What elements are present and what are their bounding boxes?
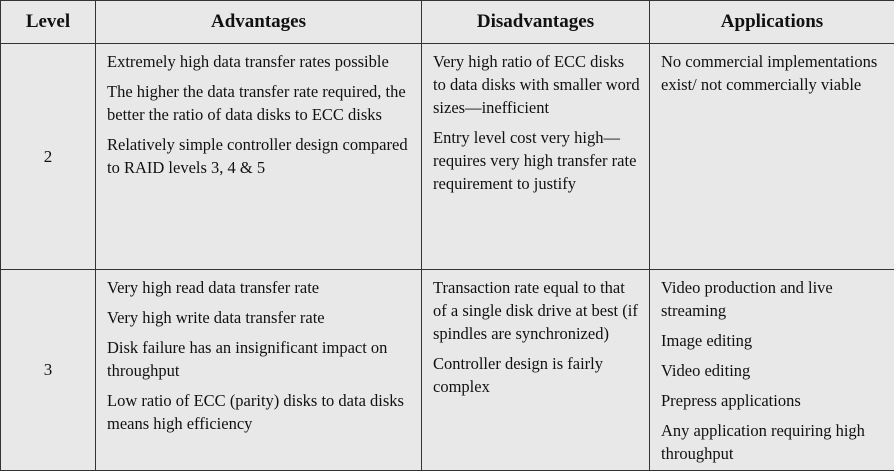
list-item: Entry level cost very high—requires very…: [433, 126, 641, 195]
disadvantages-cell: Transaction rate equal to that of a sing…: [422, 270, 650, 471]
table-row: 3 Very high read data transfer rate Very…: [1, 270, 894, 471]
header-row: Level Advantages Disadvantages Applicati…: [1, 1, 894, 44]
list-item: No commercial implementations exist/ not…: [661, 50, 886, 96]
list-item: Extremely high data transfer rates possi…: [107, 50, 413, 73]
header-disadvantages: Disadvantages: [422, 1, 650, 44]
level-cell: 2: [1, 44, 96, 270]
advantages-cell: Very high read data transfer rate Very h…: [96, 270, 422, 471]
applications-cell: No commercial implementations exist/ not…: [650, 44, 894, 270]
header-advantages: Advantages: [96, 1, 422, 44]
list-item: Transaction rate equal to that of a sing…: [433, 276, 641, 345]
table-row: 2 Extremely high data transfer rates pos…: [1, 44, 894, 270]
list-item: Video production and live streaming: [661, 276, 886, 322]
list-item: Relatively simple controller design comp…: [107, 133, 413, 179]
list-item: Prepress applications: [661, 389, 886, 412]
header-level: Level: [1, 1, 96, 44]
list-item: Image editing: [661, 329, 886, 352]
list-item: Very high write data transfer rate: [107, 306, 413, 329]
list-item: Disk failure has an insignificant impact…: [107, 336, 413, 382]
applications-cell: Video production and live streaming Imag…: [650, 270, 894, 471]
list-item: Any application requiring high throughpu…: [661, 419, 886, 465]
header-applications: Applications: [650, 1, 894, 44]
list-item: Low ratio of ECC (parity) disks to data …: [107, 389, 413, 435]
level-cell: 3: [1, 270, 96, 471]
list-item: Video editing: [661, 359, 886, 382]
disadvantages-cell: Very high ratio of ECC disks to data dis…: [422, 44, 650, 270]
list-item: Controller design is fairly complex: [433, 352, 641, 398]
advantages-cell: Extremely high data transfer rates possi…: [96, 44, 422, 270]
list-item: Very high ratio of ECC disks to data dis…: [433, 50, 641, 119]
list-item: The higher the data transfer rate requir…: [107, 80, 413, 126]
list-item: Very high read data transfer rate: [107, 276, 413, 299]
